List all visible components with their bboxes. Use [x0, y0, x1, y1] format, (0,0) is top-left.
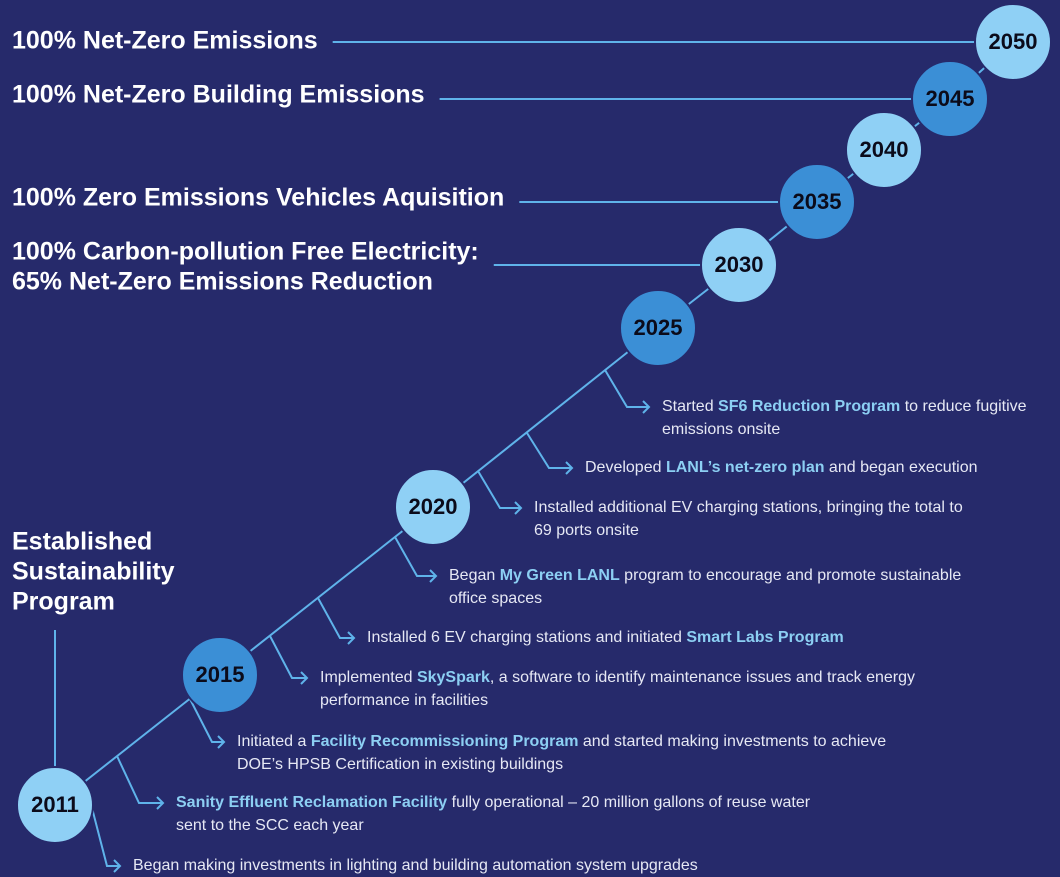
event-text: DOE’s HPSB Certification in existing bui…	[237, 756, 563, 773]
year-label: 2025	[634, 315, 683, 340]
event-text: Implemented SkySpark, a software to iden…	[320, 669, 915, 686]
event-text-part: to reduce fugitive	[900, 398, 1026, 415]
year-circle	[778, 163, 856, 241]
event-text-part: and began execution	[824, 459, 977, 476]
event-highlight: SF6 Reduction Program	[718, 398, 900, 415]
arrow-head	[217, 735, 226, 749]
year-label: 2050	[989, 29, 1038, 54]
arrow-head	[642, 400, 651, 414]
event-text: Sanity Effluent Reclamation Facility ful…	[176, 794, 811, 811]
arrow-head	[565, 461, 574, 475]
year-circle	[974, 3, 1052, 81]
event-highlight: Smart Labs Program	[686, 629, 843, 646]
event-text: Started SF6 Reduction Program to reduce …	[662, 398, 1027, 415]
year-label: 2030	[715, 252, 764, 277]
year-circle	[619, 289, 697, 367]
event-text: Installed 6 EV charging stations and ini…	[367, 629, 844, 646]
arrow-head	[300, 671, 309, 685]
event-arrow	[116, 755, 163, 804]
content: 100% Net-Zero Emissions 100% Net-Zero Bui…	[12, 3, 1052, 874]
event-text-part: program to encourage and promote sustain…	[620, 567, 962, 584]
origin-text: Sustainability	[12, 558, 175, 586]
event-arrow	[189, 698, 224, 743]
event-highlight: My Green LANL	[500, 567, 620, 584]
event-highlight: Facility Recommissioning Program	[311, 733, 579, 750]
year-label: 2015	[196, 662, 245, 687]
event-text-part: Began	[449, 567, 500, 584]
event-text: 69 ports onsite	[534, 522, 639, 539]
arrow-head	[429, 569, 438, 583]
arrow-head	[113, 859, 122, 873]
event-text-part: Installed additional EV charging station…	[534, 499, 963, 516]
event-text: Installed additional EV charging station…	[534, 499, 963, 516]
arrow-head	[347, 631, 356, 645]
year-circle	[394, 468, 472, 546]
event-arrow	[604, 369, 649, 408]
event-text-part: Installed 6 EV charging stations and ini…	[367, 629, 686, 646]
year-circle	[911, 60, 989, 138]
event-text: Developed LANL’s net-zero plan and began…	[585, 459, 978, 476]
year-circle	[181, 636, 259, 714]
goal-text: 65% Net-Zero Emissions Reduction	[12, 268, 433, 296]
origin-text: Established	[12, 528, 152, 556]
event-arrow	[394, 536, 436, 577]
event-text-part: Implemented	[320, 669, 417, 686]
event-text-part: Developed	[585, 459, 666, 476]
event-text-part: , a software to identify maintenance iss…	[490, 669, 915, 686]
year-label: 2011	[31, 792, 79, 817]
event-text-part: and started making investments to achiev…	[578, 733, 886, 750]
event-text: Initiated a Facility Recommissioning Pro…	[237, 733, 886, 750]
event-text-part: performance in facilities	[320, 692, 488, 709]
goal-text: 100% Carbon-pollution Free Electricity:	[12, 238, 479, 266]
arrow-head	[514, 501, 523, 515]
event-highlight: Sanity Effluent Reclamation Facility	[176, 794, 447, 811]
event-text-part: Began making investments in lighting and…	[133, 857, 698, 874]
event-text-part: sent to the SCC each year	[176, 817, 364, 834]
year-label: 2040	[860, 137, 909, 162]
event-text: sent to the SCC each year	[176, 817, 364, 834]
event-arrow	[477, 470, 521, 509]
goal-text: 100% Zero Emissions Vehicles Aquisition	[12, 184, 504, 212]
event-highlight: SkySpark	[417, 669, 490, 686]
event-text-part: 69 ports onsite	[534, 522, 639, 539]
event-text-part: Initiated a	[237, 733, 311, 750]
event-text: office spaces	[449, 590, 542, 607]
origin-text: Program	[12, 588, 115, 616]
event-text: Began My Green LANL program to encourage…	[449, 567, 961, 584]
event-text-part: office spaces	[449, 590, 542, 607]
year-circle	[700, 226, 778, 304]
event-arrow	[526, 432, 572, 469]
event-text-part: DOE’s HPSB Certification in existing bui…	[237, 756, 563, 773]
event-text: emissions onsite	[662, 421, 780, 438]
event-arrow	[269, 635, 307, 679]
goal-text: 100% Net-Zero Emissions	[12, 27, 318, 55]
year-circle	[845, 111, 923, 189]
arrow-head	[156, 796, 165, 810]
event-text-part: fully operational – 20 million gallons o…	[447, 794, 811, 811]
event-text: Began making investments in lighting and…	[133, 857, 698, 874]
event-text: performance in facilities	[320, 692, 488, 709]
year-circle	[16, 766, 94, 844]
year-label: 2045	[926, 86, 975, 111]
event-highlight: LANL’s net-zero plan	[666, 459, 825, 476]
goal-text: 100% Net-Zero Building Emissions	[12, 81, 425, 109]
year-label: 2035	[793, 189, 842, 214]
event-arrow	[317, 597, 354, 639]
event-text-part: Started	[662, 398, 718, 415]
year-label: 2020	[409, 494, 458, 519]
event-text-part: emissions onsite	[662, 421, 780, 438]
